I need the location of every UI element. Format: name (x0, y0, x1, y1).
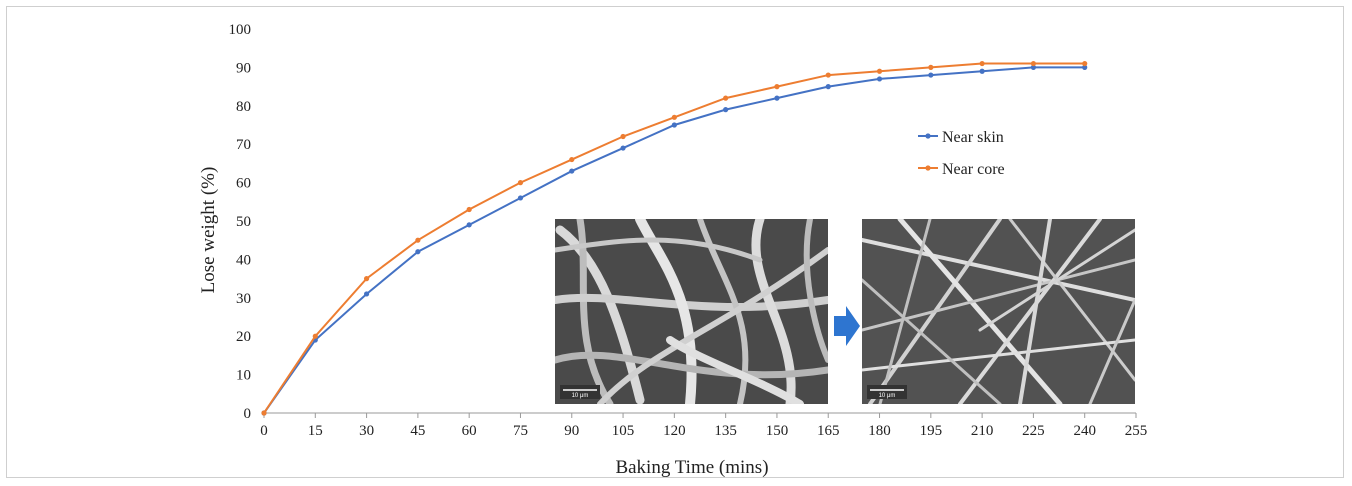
data-point (1082, 60, 1088, 67)
y-tick-label: 50 (236, 214, 251, 230)
data-point (979, 60, 985, 67)
legend-item: Near core (918, 161, 1005, 178)
x-tick-label: 0 (260, 423, 268, 439)
data-point (876, 76, 883, 82)
x-tick-label: 150 (766, 423, 789, 439)
y-tick-label: 40 (236, 252, 251, 268)
data-point (723, 95, 729, 101)
series-near-core (261, 60, 1088, 416)
x-tick-label: 120 (663, 423, 686, 439)
x-tick-label: 195 (920, 423, 943, 439)
x-axis-ticks: 0 15 30 45 60 75 90 105 120 135 150 165 180 195 210 225… (260, 413, 1147, 439)
data-point (569, 168, 575, 174)
data-point (1030, 60, 1037, 67)
x-tick-label: 90 (564, 423, 579, 439)
legend: Near skin Near core (918, 129, 1005, 178)
data-point (261, 410, 267, 416)
legend-marker (925, 133, 931, 139)
legend-label: Near skin (942, 129, 1004, 146)
x-tick-label: 30 (359, 423, 374, 439)
data-point (928, 64, 934, 70)
sem-image-left: 10 μm (555, 219, 828, 404)
y-tick-label: 70 (236, 137, 251, 153)
legend-label: Near core (942, 161, 1005, 178)
x-tick-label: 180 (868, 423, 891, 439)
data-point (363, 276, 370, 282)
x-tick-label: 45 (410, 423, 425, 439)
data-point (415, 237, 421, 243)
arrow-icon (834, 306, 860, 346)
data-point (569, 156, 575, 163)
data-point (415, 249, 421, 255)
x-tick-label: 135 (714, 423, 737, 439)
x-tick-label: 210 (971, 423, 994, 439)
data-point (774, 84, 780, 90)
y-tick-label: 10 (236, 368, 251, 384)
sem-image-right: 10 μm (862, 219, 1135, 404)
x-tick-label: 255 (1125, 423, 1148, 439)
x-tick-label: 240 (1073, 423, 1096, 439)
data-point (1030, 64, 1037, 70)
x-tick-label: 60 (462, 423, 477, 439)
y-tick-label: 0 (244, 406, 252, 422)
svg-text:10 μm: 10 μm (879, 393, 896, 399)
x-tick-label: 75 (513, 423, 528, 439)
data-point (825, 72, 831, 78)
legend-marker (925, 165, 931, 171)
y-tick-label: 80 (236, 99, 251, 115)
x-tick-label: 15 (308, 423, 323, 439)
legend-item: Near skin (918, 129, 1004, 146)
data-point (517, 180, 524, 186)
y-axis-ticks: 0 10 20 30 40 50 60 70 80 90 100 (229, 22, 252, 422)
data-point (312, 333, 318, 339)
series-near-skin (261, 64, 1088, 416)
y-tick-label: 30 (236, 291, 251, 307)
data-point (671, 114, 677, 120)
svg-text:10 μm: 10 μm (572, 393, 589, 399)
x-tick-label: 225 (1022, 423, 1045, 439)
series-lines (261, 60, 1088, 416)
data-point (1082, 64, 1088, 70)
data-point (723, 107, 729, 113)
data-point (774, 95, 780, 101)
y-tick-label: 90 (236, 60, 251, 76)
data-point (979, 68, 985, 74)
y-tick-label: 60 (236, 176, 251, 192)
data-point (620, 133, 626, 140)
data-point (466, 222, 472, 228)
data-point (928, 72, 934, 78)
data-point (825, 84, 831, 90)
x-axis-title: Baking Time (mins) (615, 457, 768, 478)
data-point (363, 291, 370, 297)
x-tick-label: 105 (612, 423, 635, 439)
y-tick-label: 100 (229, 22, 252, 38)
x-tick-label: 165 (817, 423, 840, 439)
data-point (671, 122, 677, 128)
y-tick-label: 20 (236, 329, 251, 345)
data-point (517, 195, 524, 201)
data-point (876, 68, 883, 74)
data-point (466, 206, 472, 213)
data-point (620, 145, 626, 151)
y-axis-title: Lose weight (%) (198, 167, 219, 294)
